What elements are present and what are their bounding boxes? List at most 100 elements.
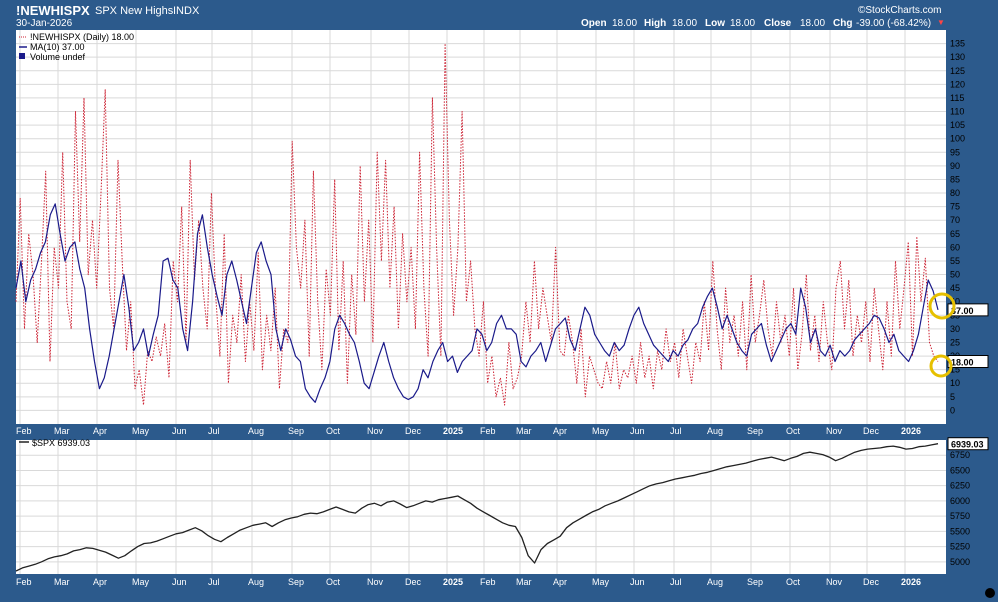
open-value: 18.00 <box>612 18 638 29</box>
x-tick-label-upper: Feb <box>16 426 32 436</box>
x-tick-label-upper: Nov <box>367 426 384 436</box>
y-tick-label-upper: 130 <box>950 52 965 62</box>
y-tick-label-upper: 25 <box>950 337 960 347</box>
symbol-description: SPX New Highs <box>95 5 174 17</box>
x-tick-label-upper: Dec <box>863 426 880 436</box>
x-tick-label-upper: Jul <box>208 426 220 436</box>
legend-swatch-volume <box>19 53 25 59</box>
legend-series3: Volume undef <box>30 52 86 62</box>
corner-dot <box>985 588 995 598</box>
x-tick-label-upper: May <box>132 426 150 436</box>
y-tick-label-upper: 75 <box>950 202 960 212</box>
x-tick-label-upper: Jul <box>670 426 682 436</box>
x-tick-label-lower: Mar <box>54 577 70 587</box>
x-tick-label-upper: Nov <box>826 426 843 436</box>
spx-series-line <box>15 443 939 572</box>
chg-label: Chg <box>833 18 853 29</box>
x-tick-label-lower: Oct <box>326 577 341 587</box>
highlight-circle-ma <box>928 292 956 320</box>
y-tick-label-upper: 15 <box>950 365 960 375</box>
x-tick-label-upper: Jun <box>630 426 645 436</box>
y-tick-label-lower: 5500 <box>950 526 970 536</box>
high-value: 18.00 <box>672 18 698 29</box>
x-tick-label-lower: Oct <box>786 577 801 587</box>
x-tick-label-lower: Dec <box>405 577 422 587</box>
legend-series1: !NEWHISPX (Daily) 18.00 <box>30 32 134 42</box>
x-tick-label-upper: May <box>592 426 610 436</box>
newhighs-series-line <box>15 43 939 406</box>
x-tick-label-upper: Aug <box>248 426 264 436</box>
x-tick-label-lower: Apr <box>553 577 567 587</box>
ma-last-value-tag: 37.00 <box>951 306 974 316</box>
spx-last-value-tag-box <box>947 437 989 451</box>
low-value: 18.00 <box>730 18 756 29</box>
newhighs-last-value-tag-box <box>947 355 989 369</box>
y-tick-label-lower: 6000 <box>950 496 970 506</box>
y-tick-label-lower: 5250 <box>950 542 970 552</box>
x-tick-label-lower: Feb <box>16 577 32 587</box>
y-tick-label-lower: 6250 <box>950 481 970 491</box>
x-tick-label-lower: Jul <box>208 577 220 587</box>
y-tick-label-upper: 10 <box>950 378 960 388</box>
symbol-title: !NEWHISPX <box>16 3 90 18</box>
ma10-series-line <box>15 203 939 403</box>
newhighs-last-value-tag: 18.00 <box>951 358 974 368</box>
x-tick-label-lower: May <box>592 577 610 587</box>
chg-value: -39.00 (-68.42%) <box>856 18 932 29</box>
close-value: 18.00 <box>800 18 826 29</box>
x-tick-label-lower: Sep <box>288 577 304 587</box>
y-tick-label-upper: 80 <box>950 188 960 198</box>
chg-down-icon: ▼ <box>937 18 945 27</box>
y-tick-label-upper: 100 <box>950 134 965 144</box>
x-tick-label-upper: Dec <box>405 426 422 436</box>
y-tick-label-lower: 5000 <box>950 557 970 567</box>
y-tick-label-upper: 65 <box>950 229 960 239</box>
x-tick-label-upper: Sep <box>288 426 304 436</box>
y-tick-label-upper: 90 <box>950 161 960 171</box>
ma-last-value-tag-box <box>947 303 989 317</box>
y-tick-label-upper: 5 <box>950 392 955 402</box>
y-tick-label-lower: 6750 <box>950 450 970 460</box>
spx-last-value-tag: 6939.03 <box>951 440 984 450</box>
x-tick-label-upper: Feb <box>480 426 496 436</box>
x-tick-label-upper: 2026 <box>901 426 921 436</box>
x-tick-label-upper: 2025 <box>443 426 463 436</box>
legend-lower: $SPX 6939.03 <box>32 438 90 448</box>
x-tick-label-upper: Apr <box>553 426 567 436</box>
x-tick-label-lower: Nov <box>826 577 843 587</box>
y-tick-label-upper: 30 <box>950 324 960 334</box>
x-tick-label-lower: Nov <box>367 577 384 587</box>
low-label: Low <box>705 18 725 29</box>
y-tick-label-upper: 135 <box>950 39 965 49</box>
y-tick-label-upper: 120 <box>950 79 965 89</box>
y-tick-label-upper: 55 <box>950 256 960 266</box>
y-tick-label-upper: 105 <box>950 120 965 130</box>
x-tick-label-upper: Mar <box>516 426 532 436</box>
upper-panel <box>16 30 946 424</box>
y-tick-label-upper: 85 <box>950 174 960 184</box>
x-tick-label-lower: Apr <box>93 577 107 587</box>
y-tick-label-upper: 70 <box>950 215 960 225</box>
y-tick-label-upper: 0 <box>950 405 955 415</box>
x-tick-label-lower: Mar <box>516 577 532 587</box>
x-tick-label-lower: Aug <box>248 577 264 587</box>
x-tick-label-upper: Sep <box>747 426 763 436</box>
open-label: Open <box>581 18 607 29</box>
lower-panel <box>16 440 946 574</box>
x-tick-label-upper: Oct <box>786 426 801 436</box>
x-tick-label-lower: 2026 <box>901 577 921 587</box>
highlight-circle-newhighs <box>929 354 953 378</box>
x-tick-label-upper: Jun <box>172 426 187 436</box>
exchange-label: INDX <box>173 5 200 17</box>
x-tick-label-lower: Dec <box>863 577 880 587</box>
x-tick-label-lower: Aug <box>707 577 723 587</box>
y-tick-label-upper: 40 <box>950 297 960 307</box>
x-tick-label-upper: Oct <box>326 426 341 436</box>
y-tick-label-lower: 6500 <box>950 465 970 475</box>
y-tick-label-upper: 125 <box>950 66 965 76</box>
x-tick-label-lower: May <box>132 577 150 587</box>
legend-series2: MA(10) 37.00 <box>30 42 85 52</box>
x-tick-label-lower: 2025 <box>443 577 463 587</box>
